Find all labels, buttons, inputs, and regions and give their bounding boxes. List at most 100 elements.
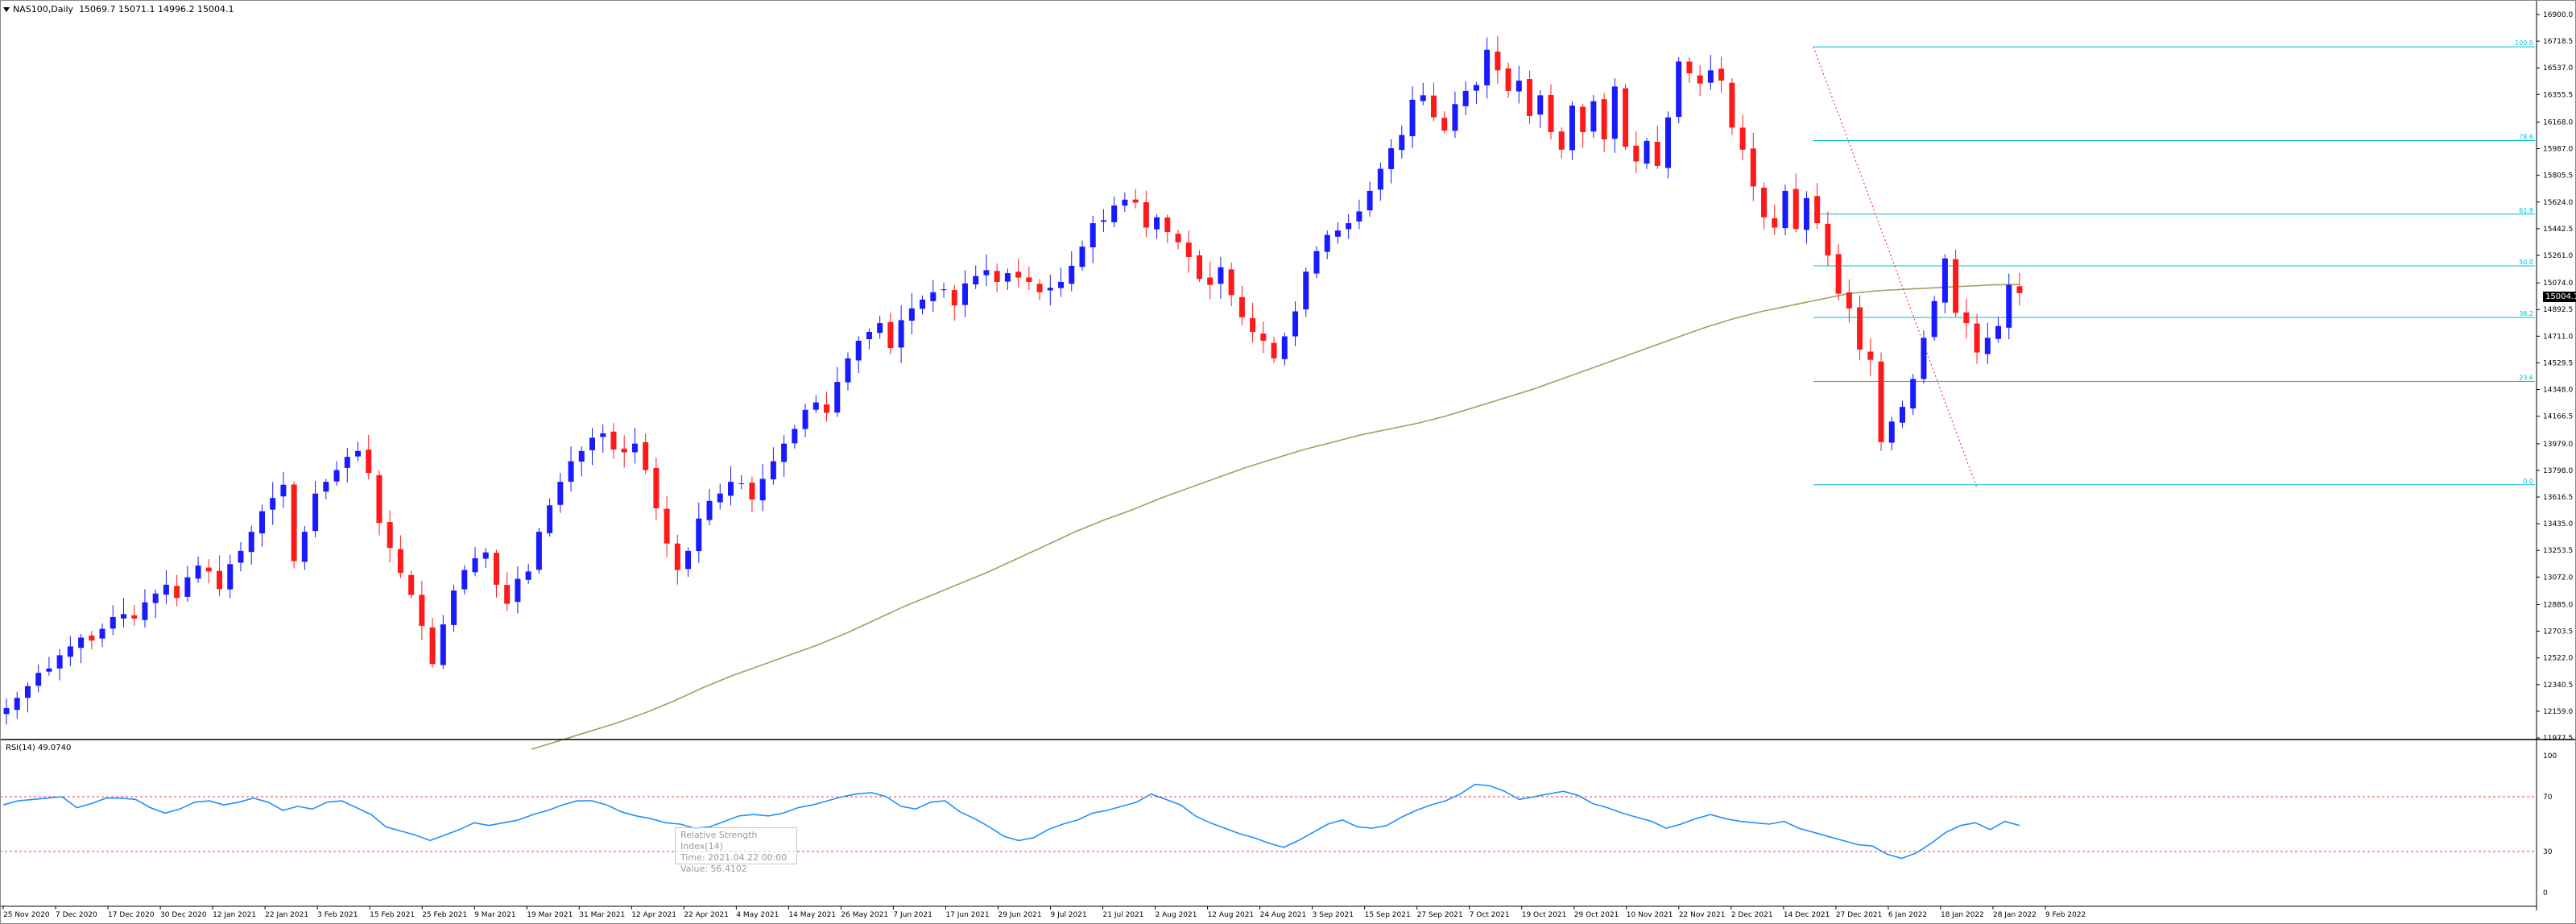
candle-body [67,646,73,657]
candle [1484,37,1491,99]
candle-body [429,627,436,665]
candle-body [1207,277,1214,285]
candle-body [1974,323,1980,353]
candle-body [589,437,596,450]
candle [812,395,819,413]
candle [1303,267,1309,317]
candle-body [56,655,63,669]
fib-level-label: 100.0 [2515,39,2533,47]
candle [440,615,446,669]
candle [1857,295,1863,361]
date-tick-label: 26 May 2021 [841,911,888,919]
candle-body [1505,68,1511,91]
rsi-level-label: 70 [2543,793,2553,802]
candle-body [131,615,138,619]
candle [727,466,734,506]
candle-body [174,586,180,599]
candle [1931,296,1937,342]
candle [3,698,10,725]
candle [1090,215,1096,263]
candle-body [1367,190,1373,211]
candle-body [547,505,553,533]
fib-level-label: 0.0 [2523,478,2533,485]
candle-body [961,283,968,305]
candle [1825,211,1831,267]
candle-body [1664,117,1671,168]
candle [1792,173,1799,233]
candle-body [397,549,403,574]
candle-body [280,484,287,497]
candle-body [1846,292,1852,309]
candle-body [1548,94,1554,132]
candle [46,657,52,676]
collapse-triangle-icon[interactable] [3,7,10,12]
candle-body [525,571,531,580]
candle-body [1941,258,1948,303]
date-tick-label: 27 Dec 2021 [1836,911,1883,919]
candle [217,555,223,597]
candle-body [738,483,745,484]
candle [1867,338,1874,376]
candle-body [855,340,862,361]
candle [1633,131,1639,173]
candle [1707,55,1714,90]
candle-body [451,590,457,625]
candle-body [1580,106,1586,132]
date-tick-label: 4 May 2021 [736,911,779,919]
candle-body [152,593,159,603]
candle [834,367,841,417]
date-tick-label: 12 Apr 2021 [631,911,676,919]
date-tick-label: 7 Dec 2020 [56,911,97,919]
candle-body [1409,99,1416,137]
candle [1664,111,1671,179]
candle-body [1888,421,1895,443]
tooltip-line-title: Relative Strength Index(14) [680,830,758,851]
price-tick-label: 11977.5 [2543,735,2573,743]
candle-body [643,441,649,470]
candle [1430,82,1437,122]
candle [323,479,329,499]
candle-body [1995,325,2002,339]
candle [1921,330,1927,383]
candle-body [621,448,627,453]
candle [941,282,947,298]
candle [24,682,31,713]
candle-body [866,332,872,340]
fibonacci-retracement[interactable]: 100.0 78.6 61.8 50.0 38.2 23.6 0.0 [1813,39,2535,488]
candle-body [685,550,692,570]
candle-body [727,482,734,496]
candle [248,525,254,566]
date-tick-label: 15 Sep 2021 [1365,911,1411,919]
candle [1623,83,1629,151]
candle [1388,139,1395,184]
date-tick-label: 31 Mar 2021 [579,911,625,919]
candle-body [1069,265,1075,284]
candle-body [344,457,350,468]
candle [674,534,680,585]
candle-body [1963,312,1970,324]
candle [1250,302,1256,343]
candle [1537,89,1544,129]
fib-level-label: 50.0 [2519,259,2533,266]
candle-body [1750,148,1756,187]
candle [1515,65,1522,104]
date-tick-label: 22 Apr 2021 [684,911,729,919]
candle-body [1377,168,1383,190]
candle-body [355,450,362,457]
candle-body [1590,101,1597,132]
candle-body [142,602,148,620]
candle-body [1143,202,1149,228]
candle [1611,78,1618,153]
date-tick-label: 2 Aug 2021 [1156,911,1197,919]
candle [1100,209,1106,232]
candle [1356,199,1362,230]
candle-body [920,299,926,309]
candle-body [1921,338,1927,379]
tooltip-line-time: Time: 2021.04.22 00:00 [680,852,788,863]
price-tick-label: 15074.0 [2543,280,2573,288]
candle-body [1623,88,1629,147]
price-tick-label: 13253.5 [2543,547,2573,555]
candle-body [717,493,723,503]
